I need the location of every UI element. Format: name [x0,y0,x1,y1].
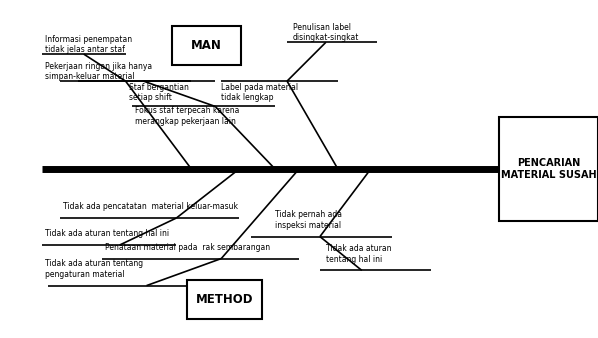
Text: Penataan material pada  rak sembarangan: Penataan material pada rak sembarangan [105,243,270,252]
Text: Tidak ada aturan
tentang hal ini: Tidak ada aturan tentang hal ini [326,244,392,264]
Text: Label pada material
tidak lengkap: Label pada material tidak lengkap [221,83,298,102]
FancyBboxPatch shape [499,117,598,221]
Text: Tidak ada pencatatan  material keluar-masuk: Tidak ada pencatatan material keluar-mas… [63,202,238,211]
Text: Pekerjaan ringan jika hanya
simpan-keluar material: Pekerjaan ringan jika hanya simpan-kelua… [45,62,152,81]
FancyBboxPatch shape [187,280,262,318]
Text: Tidak ada aturan tentang
pengaturan material: Tidak ada aturan tentang pengaturan mate… [45,260,143,279]
Text: Tidak pernah ada
inspeksi material: Tidak pernah ada inspeksi material [275,211,342,230]
Text: Staf bergantian
setiap shift: Staf bergantian setiap shift [129,83,188,102]
Text: Fokus staf terpecah karena
merangkap pekerjaan lain: Fokus staf terpecah karena merangkap pek… [135,106,239,126]
Text: Tidak ada aturan tentang hal ini: Tidak ada aturan tentang hal ini [45,229,169,238]
Text: PENCARIAN
MATERIAL SUSAH: PENCARIAN MATERIAL SUSAH [501,158,596,180]
Text: Informasi penempatan
tidak jelas antar staf: Informasi penempatan tidak jelas antar s… [45,35,132,54]
Text: Penulisan label
disingkat-singkat: Penulisan label disingkat-singkat [293,23,359,42]
Text: METHOD: METHOD [196,293,253,306]
Text: MAN: MAN [191,39,222,52]
FancyBboxPatch shape [172,26,240,65]
